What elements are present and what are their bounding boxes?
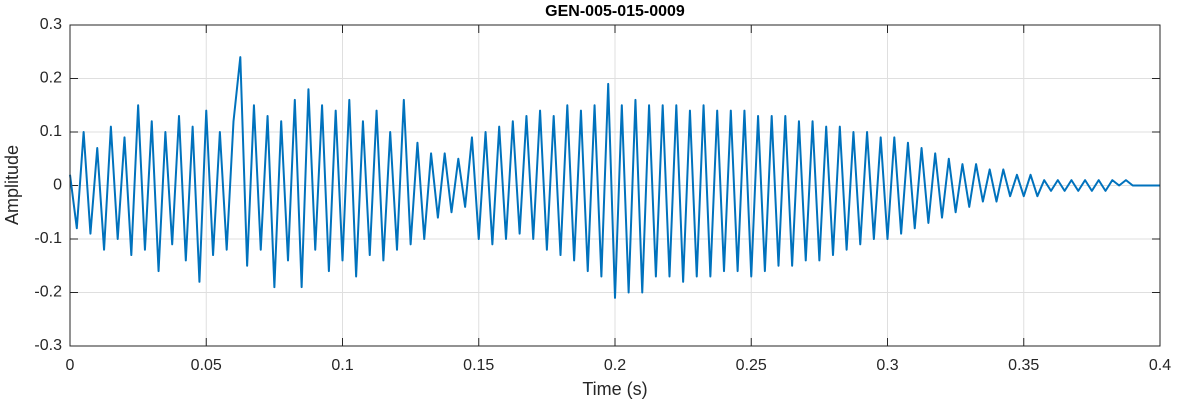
x-tick-label: 0.1 bbox=[331, 357, 353, 374]
y-tick-label: 0.3 bbox=[40, 16, 62, 33]
x-tick-label: 0.25 bbox=[736, 357, 767, 374]
chart-title: GEN-005-015-0009 bbox=[545, 3, 685, 20]
x-tick-label: 0.3 bbox=[876, 357, 898, 374]
y-tick-label: 0.1 bbox=[40, 123, 62, 140]
y-axis-label: Amplitude bbox=[2, 145, 22, 225]
x-axis-label: Time (s) bbox=[582, 379, 647, 399]
plot-frame bbox=[69, 24, 1161, 347]
waveform-line bbox=[69, 56, 1160, 299]
x-tick-label: 0.35 bbox=[1008, 357, 1039, 374]
x-tick-label: 0.15 bbox=[463, 357, 494, 374]
x-tick-label: 0 bbox=[66, 357, 75, 374]
x-tick-label: 0.4 bbox=[1149, 357, 1171, 374]
y-tick-label: 0.2 bbox=[40, 70, 62, 87]
x-tick-label: 0.2 bbox=[604, 357, 626, 374]
y-tick-label: 0 bbox=[53, 177, 62, 194]
y-tick-label: -0.1 bbox=[34, 230, 62, 247]
y-tick-label: -0.3 bbox=[34, 337, 62, 354]
x-tick-label: 0.05 bbox=[191, 357, 222, 374]
y-tick-label: -0.2 bbox=[34, 284, 62, 301]
